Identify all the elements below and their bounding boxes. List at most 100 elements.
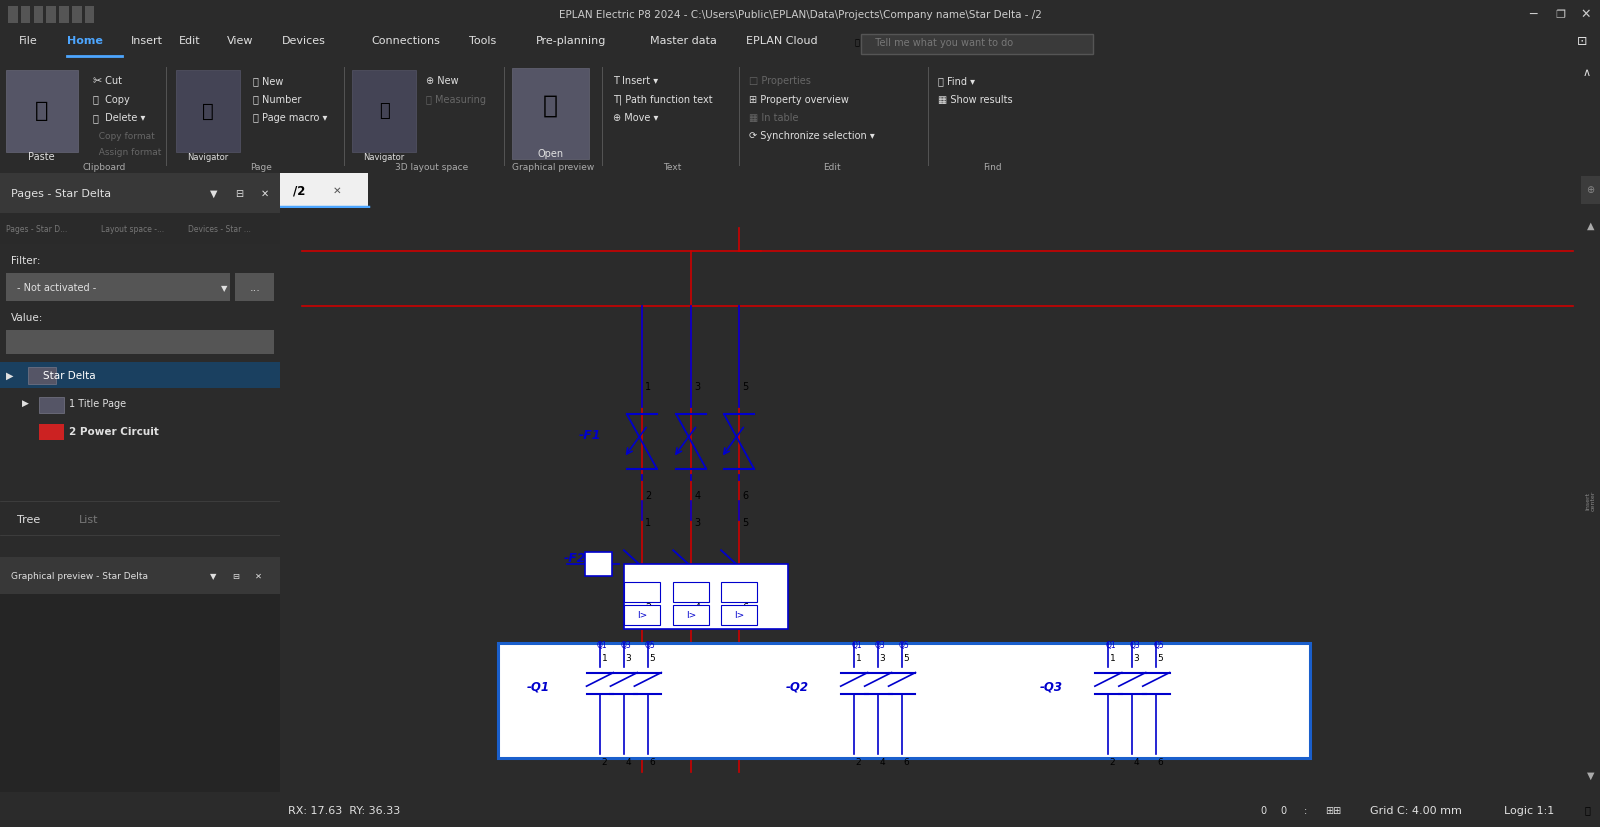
Text: 4: 4 bbox=[880, 757, 885, 766]
Text: ▦ Show results: ▦ Show results bbox=[938, 94, 1013, 104]
Text: Q5: Q5 bbox=[899, 641, 910, 650]
Text: RX: 17.63  RY: 36.33: RX: 17.63 RY: 36.33 bbox=[288, 805, 400, 815]
Text: 5: 5 bbox=[650, 653, 654, 662]
Bar bbox=[0, 174, 280, 214]
Text: ▼: ▼ bbox=[1587, 770, 1594, 780]
Text: 📄 New: 📄 New bbox=[253, 76, 283, 86]
Bar bbox=[674, 582, 709, 602]
Bar bbox=[1581, 177, 1600, 205]
Text: ✕: ✕ bbox=[333, 185, 341, 195]
Text: Paste: Paste bbox=[29, 152, 54, 162]
Bar bbox=[85, 7, 94, 24]
Text: Layout space -...: Layout space -... bbox=[101, 225, 163, 234]
Text: Q1: Q1 bbox=[851, 641, 862, 650]
Text: Devices: Devices bbox=[282, 36, 325, 46]
Text: 4: 4 bbox=[1134, 757, 1139, 766]
Bar bbox=[674, 605, 709, 625]
Text: Tools: Tools bbox=[469, 36, 496, 46]
Text: ✕: ✕ bbox=[1581, 8, 1590, 22]
Text: 5: 5 bbox=[742, 382, 749, 392]
Text: I>: I> bbox=[734, 609, 744, 619]
Text: Copy format: Copy format bbox=[93, 131, 155, 141]
Text: ❐: ❐ bbox=[1555, 10, 1565, 20]
Text: Cut: Cut bbox=[102, 76, 122, 86]
Text: Home: Home bbox=[67, 36, 102, 46]
Text: Graphical preview - Star Delta: Graphical preview - Star Delta bbox=[11, 571, 149, 581]
Text: 6: 6 bbox=[742, 602, 749, 612]
Text: 5: 5 bbox=[904, 653, 909, 662]
Text: T| Path function text: T| Path function text bbox=[613, 94, 712, 105]
Bar bbox=[6, 71, 78, 153]
Text: Open: Open bbox=[538, 149, 563, 159]
Bar bbox=[38, 425, 64, 441]
Text: -Q2: -Q2 bbox=[786, 680, 808, 693]
Text: Assign format: Assign format bbox=[93, 147, 162, 156]
Text: 🗑: 🗑 bbox=[93, 112, 99, 122]
Text: Q1: Q1 bbox=[597, 641, 608, 650]
Text: Star Delta: Star Delta bbox=[43, 370, 96, 380]
Text: 2 Power Circuit: 2 Power Circuit bbox=[69, 427, 158, 437]
Text: 4: 4 bbox=[694, 491, 701, 501]
Text: Filter:: Filter: bbox=[11, 256, 40, 265]
Text: ✕: ✕ bbox=[254, 571, 262, 581]
Bar bbox=[280, 174, 368, 208]
Bar bbox=[29, 367, 56, 385]
Text: 2: 2 bbox=[1110, 757, 1115, 766]
Text: EPLAN Electric P8 2024 - C:\Users\Public\EPLAN\Data\Projects\Company name\Star D: EPLAN Electric P8 2024 - C:\Users\Public… bbox=[558, 10, 1042, 20]
Bar bbox=[59, 7, 69, 24]
Text: Delete ▾: Delete ▾ bbox=[102, 112, 146, 122]
Text: 🔍 Find ▾: 🔍 Find ▾ bbox=[938, 76, 974, 86]
Bar bbox=[38, 398, 64, 414]
Bar bbox=[586, 552, 611, 576]
Text: 2: 2 bbox=[602, 757, 606, 766]
Bar bbox=[624, 605, 659, 625]
Text: 2: 2 bbox=[645, 491, 651, 501]
Text: 1: 1 bbox=[602, 653, 608, 662]
Bar bbox=[352, 71, 416, 153]
Text: Tell me what you want to do: Tell me what you want to do bbox=[869, 38, 1013, 48]
Bar bbox=[498, 643, 1310, 758]
Text: 3: 3 bbox=[694, 518, 701, 528]
Text: ...: ... bbox=[250, 283, 261, 293]
Text: 1: 1 bbox=[645, 382, 651, 392]
Text: 3: 3 bbox=[1134, 653, 1139, 662]
Bar bbox=[512, 69, 589, 160]
Bar bbox=[72, 7, 82, 24]
Text: 2: 2 bbox=[645, 602, 651, 612]
Text: /2: /2 bbox=[293, 184, 306, 197]
Text: -F1: -F1 bbox=[579, 428, 602, 442]
Text: 4: 4 bbox=[694, 602, 701, 612]
Text: 2: 2 bbox=[856, 757, 861, 766]
Text: Q1: Q1 bbox=[1106, 641, 1115, 650]
Text: 3: 3 bbox=[694, 382, 701, 392]
Text: -Q1: -Q1 bbox=[526, 680, 550, 693]
Text: □ Properties: □ Properties bbox=[749, 76, 811, 86]
Text: EPLAN Cloud: EPLAN Cloud bbox=[746, 36, 818, 46]
Text: 0: 0 bbox=[1261, 805, 1267, 815]
Text: -Q3: -Q3 bbox=[1040, 680, 1062, 693]
Text: T Insert ▾: T Insert ▾ bbox=[613, 76, 658, 86]
Bar bbox=[0, 362, 280, 389]
Text: Value:: Value: bbox=[11, 312, 43, 323]
Bar bbox=[624, 564, 789, 629]
Text: Edit: Edit bbox=[179, 36, 202, 46]
Text: ✕: ✕ bbox=[261, 189, 269, 198]
Text: Devices - Star ...: Devices - Star ... bbox=[187, 225, 251, 234]
Text: Q3: Q3 bbox=[875, 641, 886, 650]
Text: ▲: ▲ bbox=[1587, 221, 1594, 231]
Text: File: File bbox=[19, 36, 38, 46]
Text: ⊕: ⊕ bbox=[1586, 184, 1595, 194]
Bar bbox=[624, 582, 659, 602]
Text: 1: 1 bbox=[1110, 653, 1115, 662]
Text: 📋 Page macro ▾: 📋 Page macro ▾ bbox=[253, 112, 326, 122]
Bar bbox=[34, 7, 43, 24]
Text: Navigator: Navigator bbox=[187, 153, 229, 162]
Bar bbox=[722, 605, 757, 625]
Text: Copy: Copy bbox=[102, 94, 130, 104]
Text: 🔍: 🔍 bbox=[1584, 805, 1590, 815]
Bar bbox=[46, 7, 56, 24]
Text: ⊕ Move ▾: ⊕ Move ▾ bbox=[613, 112, 658, 122]
Text: View: View bbox=[227, 36, 254, 46]
Text: 6: 6 bbox=[1158, 757, 1163, 766]
Text: 5: 5 bbox=[1158, 653, 1163, 662]
